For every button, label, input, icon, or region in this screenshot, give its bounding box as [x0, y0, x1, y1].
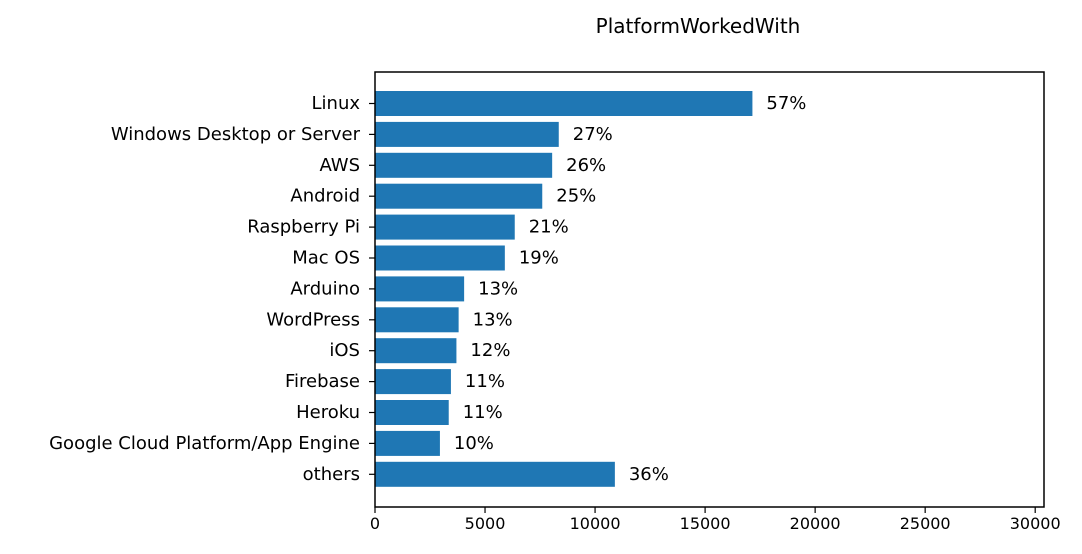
x-axis: 0 5000 10000 15000 20000 25000 30000 [370, 507, 1061, 533]
bar-6 [375, 276, 465, 302]
data-label-0: 57% [766, 93, 806, 114]
category-label-10: Heroku [296, 402, 360, 423]
bar-2 [375, 152, 553, 178]
bar-0 [375, 91, 753, 116]
plot-frame [374, 71, 1045, 508]
data-label-4: 21% [529, 217, 569, 238]
bar-10 [375, 400, 449, 425]
x-tick-label-6: 30000 [1010, 514, 1061, 533]
bar-5 [375, 245, 505, 271]
data-label-3: 25% [556, 186, 596, 207]
x-tick-label-0: 0 [370, 514, 380, 533]
data-label-1: 27% [573, 124, 613, 145]
bar-4 [375, 214, 515, 240]
category-label-1: Windows Desktop or Server [111, 124, 361, 145]
data-label-6: 13% [478, 278, 518, 299]
data-label-5: 19% [519, 248, 559, 269]
category-label-12: others [303, 464, 360, 485]
bar-3 [375, 183, 543, 209]
x-tick-label-3: 15000 [680, 514, 731, 533]
data-label-8: 12% [470, 340, 510, 361]
bar-9 [375, 369, 451, 395]
bars-group [375, 91, 753, 487]
data-label-11: 10% [454, 433, 494, 454]
category-label-0: Linux [312, 93, 361, 114]
data-labels: 57%27%26%25%21%19%13%13%12%11%11%10%36% [454, 93, 807, 485]
x-tick-label-2: 10000 [570, 514, 621, 533]
x-tick-label-5: 25000 [900, 514, 951, 533]
category-label-4: Raspberry Pi [247, 217, 360, 238]
bar-11 [375, 430, 440, 456]
category-labels: Linux Windows Desktop or Server AWS Android… [49, 93, 375, 485]
category-label-3: Android [290, 186, 360, 207]
category-label-9: Firebase [285, 371, 360, 392]
category-label-8: iOS [329, 340, 360, 361]
bar-8 [375, 338, 457, 364]
data-label-9: 11% [465, 371, 505, 392]
data-label-2: 26% [566, 155, 606, 176]
chart-title: PlatformWorkedWith [596, 14, 801, 38]
x-tick-label-4: 20000 [790, 514, 841, 533]
category-label-7: WordPress [266, 309, 360, 330]
data-label-10: 11% [463, 402, 503, 423]
data-label-7: 13% [473, 309, 513, 330]
category-label-11: Google Cloud Platform/App Engine [49, 433, 360, 454]
x-tick-label-1: 5000 [465, 514, 506, 533]
bar-1 [375, 121, 559, 147]
data-label-12: 36% [629, 464, 669, 485]
category-label-6: Arduino [290, 278, 360, 299]
category-label-5: Mac OS [292, 248, 360, 269]
bar-12 [375, 461, 615, 487]
category-label-2: AWS [319, 155, 360, 176]
bar-7 [375, 307, 459, 333]
